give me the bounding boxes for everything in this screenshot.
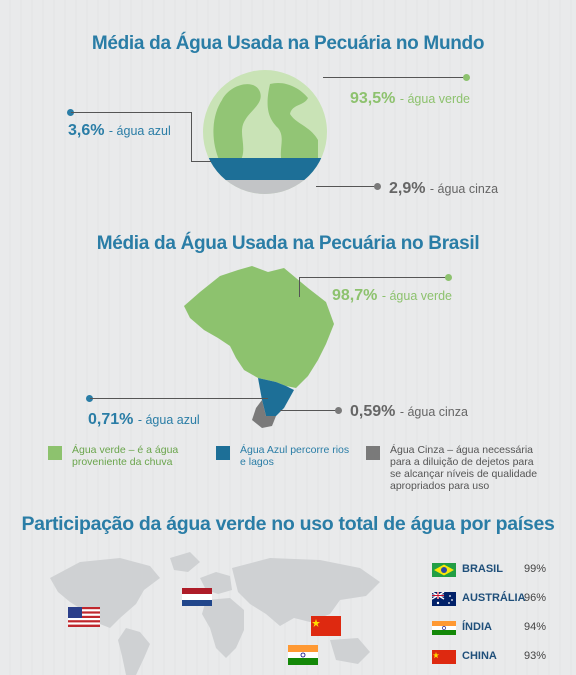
brazil-blue-dot [86,395,93,402]
india-flag-icon [432,621,456,635]
country-pct: 96% [523,592,546,604]
legend-blue-text: Água Azul percorre rios e lagos [240,444,350,468]
legend-gray-text: Água Cinza – água necessária para a dilu… [390,444,538,492]
world-green-label: - água verde [399,92,471,106]
world-blue-label: - água azul [108,124,171,138]
country-row-india: ÍNDIA 94% [432,619,572,637]
china-flag-icon [432,650,456,664]
legend-gray-swatch [366,446,380,460]
country-pct: 99% [523,563,546,575]
world-section-title: Média da Água Usada na Pecuária no Mundo [91,33,485,54]
countries-section-title: Participação da água verde no uso total … [21,513,555,535]
country-pct: 93% [523,650,546,662]
brazil-green-dot [445,274,452,281]
country-pct: 94% [523,621,546,633]
brazil-gray-pct: 0,59% [350,403,396,420]
brazil-green-pct: 98,7% [332,287,378,304]
country-row-brasil: BRASIL 99% [432,561,572,579]
country-name: CHINA [462,650,497,662]
brazil-gray-label: - água cinza [399,405,468,419]
brazil-gray-dot [335,407,342,414]
china-map-flag-icon [311,616,341,636]
world-green-dot [463,74,470,81]
australia-flag-icon [432,592,456,606]
brazil-green-label: - água verde [381,289,453,303]
brazil-map-icon [184,266,334,428]
world-blue-dot [67,109,74,116]
brazil-section-title: Média da Água Usada na Pecuária no Brasi… [96,233,480,254]
country-name: ÍNDIA [462,621,492,633]
legend-green-swatch [48,446,62,460]
world-gray-pct: 2,9% [389,180,426,197]
world-gray-dot [374,183,381,190]
brazil-blue-label: - água azul [137,413,200,427]
country-name: BRASIL [462,563,503,575]
legend-green-text: Água verde – é a água proveniente da chu… [72,444,179,468]
brazil-blue-pct: 0,71% [88,411,134,428]
world-map-icon [50,552,380,675]
netherlands-flag-icon [182,588,212,606]
country-row-australia: AUSTRÁLIA 96% [432,590,572,608]
brazil-flag-icon [432,563,456,577]
country-name: AUSTRÁLIA [462,592,526,604]
world-globe-icon [203,70,327,194]
world-gray-label: - água cinza [429,182,499,196]
usa-flag-icon [68,607,100,627]
country-row-china: CHINA 93% [432,648,572,666]
india-map-flag-icon [288,645,318,665]
world-blue-pct: 3,6% [68,122,105,139]
legend-blue-swatch [216,446,230,460]
world-green-pct: 93,5% [350,90,396,107]
